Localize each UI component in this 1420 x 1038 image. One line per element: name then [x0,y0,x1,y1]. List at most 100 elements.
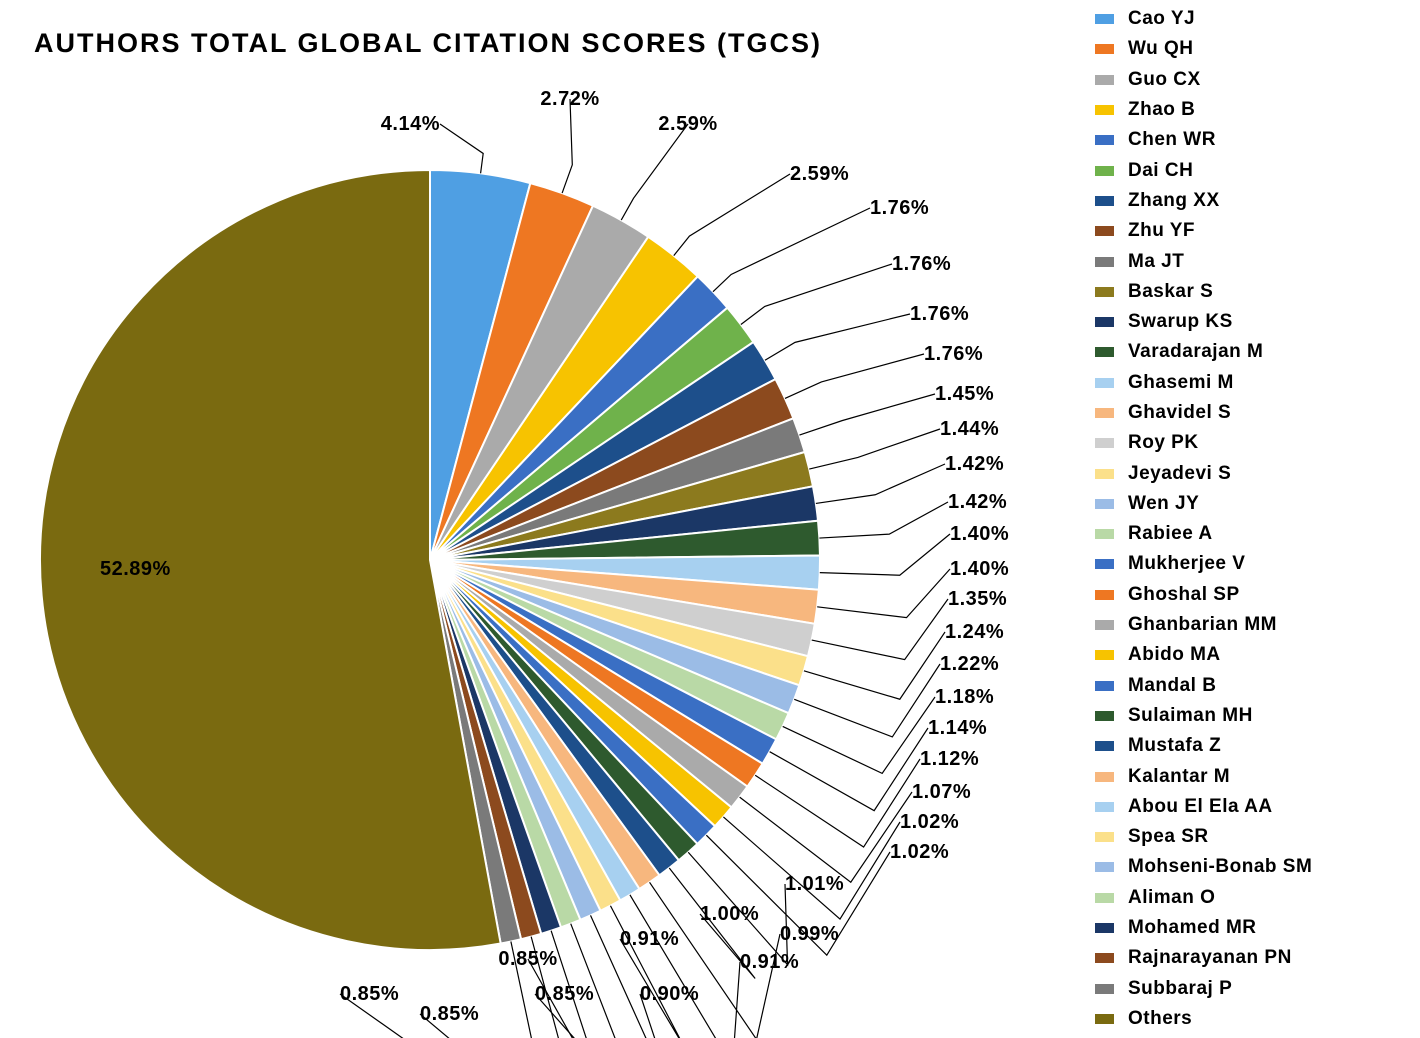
legend-item: Mohamed MR [1095,913,1405,943]
legend-swatch [1095,681,1114,691]
leader-line [755,759,920,847]
slice-label: 1.35% [948,588,1007,610]
slice-label: 1.40% [950,558,1009,580]
legend-swatch [1095,105,1114,115]
slice-label: 1.24% [945,621,1004,643]
legend-label: Wu QH [1128,38,1193,60]
legend-swatch [1095,75,1114,85]
legend-item: Zhu YF [1095,216,1405,246]
legend-item: Chen WR [1095,125,1405,155]
slice-label: 1.45% [935,383,994,405]
slice-label: 1.02% [900,811,959,833]
slice-label: 2.72% [540,88,599,110]
slice-label: 0.90% [640,983,699,1005]
legend-swatch [1095,1014,1114,1024]
legend-label: Ghanbarian MM [1128,614,1277,636]
legend-label: Zhang XX [1128,190,1220,212]
slice-label: 0.91% [740,951,799,973]
legend-label: Mohamed MR [1128,917,1257,939]
legend-label: Chen WR [1128,129,1216,151]
legend-item: Ma JT [1095,246,1405,276]
legend-item: Ghasemi M [1095,368,1405,398]
legend-label: Abido MA [1128,644,1221,666]
leader-line [562,99,572,193]
legend-label: Guo CX [1128,69,1201,91]
leader-line [741,264,892,325]
legend-swatch [1095,166,1114,176]
slice-label: 1.22% [940,653,999,675]
legend-swatch [1095,559,1114,569]
legend-label: Rajnarayanan PN [1128,947,1292,969]
legend-label: Zhao B [1128,99,1195,121]
legend-swatch [1095,378,1114,388]
slice-label: 0.85% [498,948,557,970]
slice-label: 52.89% [100,558,171,580]
legend-label: Aliman O [1128,887,1215,909]
leader-line [740,792,912,882]
slice-label: 2.59% [658,113,717,135]
legend-label: Cao YJ [1128,8,1195,30]
legend-swatch [1095,953,1114,963]
legend-item: Cao YJ [1095,4,1405,34]
legend-swatch [1095,893,1114,903]
legend-swatch [1095,862,1114,872]
legend-label: Ma JT [1128,251,1184,273]
legend-swatch [1095,257,1114,267]
slice-label: 0.85% [535,983,594,1005]
slice-label: 1.42% [948,491,1007,513]
legend-item: Subbaraj P [1095,974,1405,1004]
legend-label: Varadarajan M [1128,341,1263,363]
slice-label: 1.02% [890,841,949,863]
legend-item: Wen JY [1095,489,1405,519]
legend-swatch [1095,984,1114,994]
legend-label: Mandal B [1128,675,1216,697]
legend-label: Ghavidel S [1128,402,1231,424]
legend-swatch [1095,226,1114,236]
legend-swatch [1095,317,1114,327]
legend-item: Mohseni-Bonab SM [1095,852,1405,882]
leader-line [817,569,950,618]
legend-item: Mukherjee V [1095,549,1405,579]
slice-label: 1.07% [912,781,971,803]
slice-label: 1.76% [892,253,951,275]
slice-label: 1.76% [910,303,969,325]
legend-label: Sulaiman MH [1128,705,1253,727]
legend-swatch [1095,135,1114,145]
legend-item: Varadarajan M [1095,337,1405,367]
pie-chart: 4.14%2.72%2.59%2.59%1.76%1.76%1.76%1.76%… [0,0,1090,1038]
legend-label: Abou El Ela AA [1128,796,1273,818]
legend-swatch [1095,923,1114,933]
slice-label: 0.85% [420,1003,479,1025]
legend-swatch [1095,347,1114,357]
legend-item: Wu QH [1095,34,1405,64]
legend-swatch [1095,590,1114,600]
legend-swatch [1095,287,1114,297]
legend-swatch [1095,650,1114,660]
legend-label: Dai CH [1128,160,1193,182]
slice-label: 0.85% [340,983,399,1005]
leader-line [770,728,928,811]
legend-swatch [1095,620,1114,630]
legend-item: Rabiee A [1095,519,1405,549]
legend-item: Roy PK [1095,428,1405,458]
legend-swatch [1095,44,1114,54]
slice-label: 0.99% [780,923,839,945]
legend-swatch [1095,196,1114,206]
slice-label: 4.14% [381,113,440,135]
legend-swatch [1095,741,1114,751]
legend-item: Spea SR [1095,822,1405,852]
legend-label: Baskar S [1128,281,1213,303]
leader-line [819,502,948,538]
legend-item: Sulaiman MH [1095,701,1405,731]
legend-item: Mandal B [1095,671,1405,701]
legend-item: Others [1095,1004,1405,1034]
leader-line [809,429,940,469]
legend-label: Ghoshal SP [1128,584,1240,606]
legend-item: Kalantar M [1095,761,1405,791]
legend: Cao YJ Wu QH Guo CX Zhao B Chen WR Dai CH Zhan… [1095,4,1405,1034]
leader-line [621,124,688,220]
legend-label: Mohseni-Bonab SM [1128,856,1312,878]
legend-swatch [1095,802,1114,812]
leader-line [440,124,483,173]
legend-item: Jeyadevi S [1095,458,1405,488]
